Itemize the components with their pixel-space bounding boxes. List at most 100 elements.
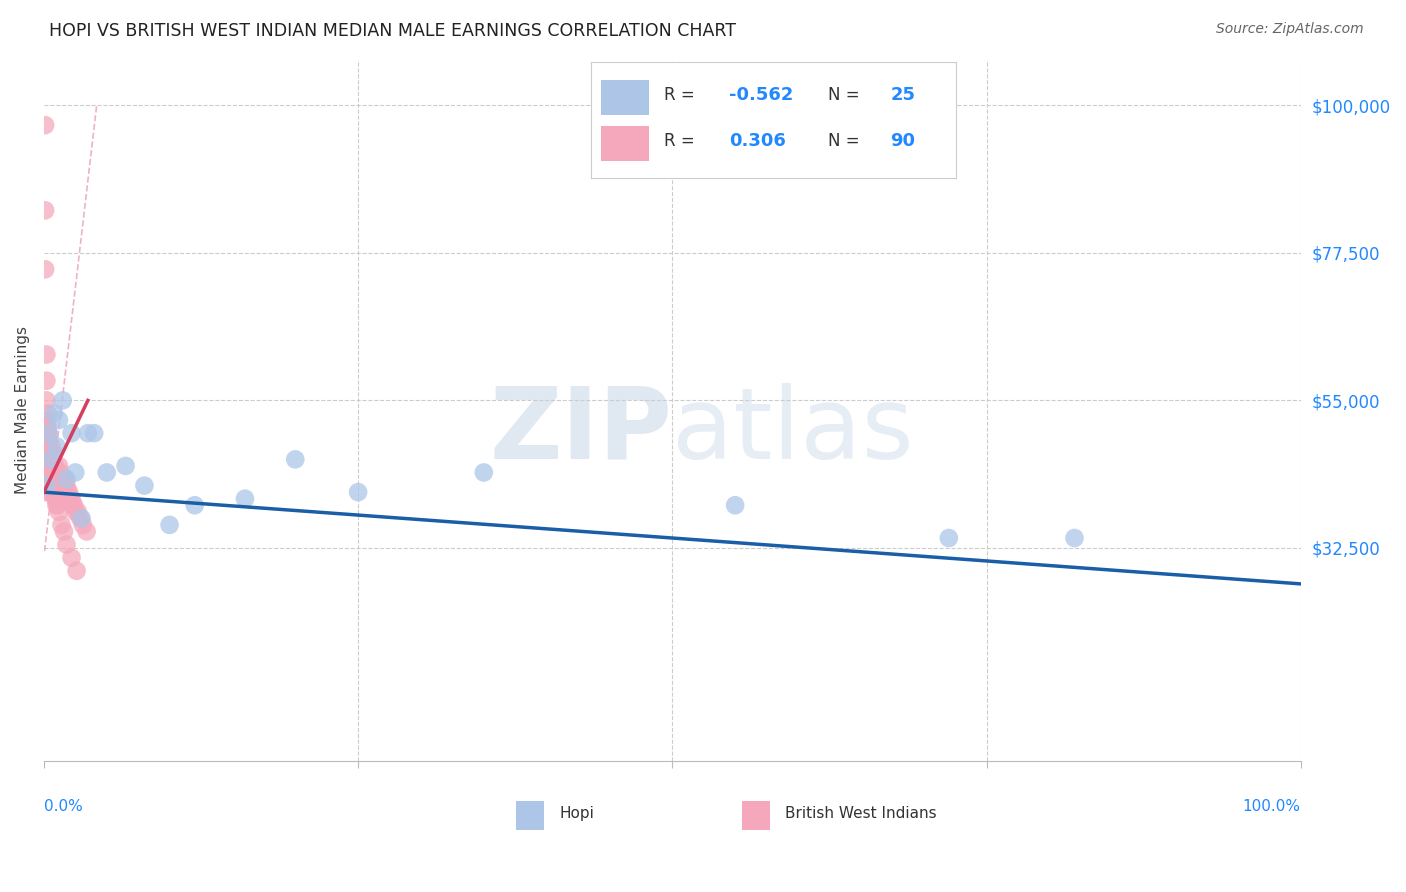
Text: -0.562: -0.562 [730,86,794,103]
Point [42,485,65,500]
Point [37,472,59,486]
Point [34,413,56,427]
Text: N =: N = [828,132,859,150]
Point [35,374,58,388]
Point [59,491,82,506]
Point [938,531,960,545]
Point [39,452,62,467]
Point [66,505,89,519]
Point [34,446,56,460]
Text: R =: R = [664,132,695,150]
Point [34,426,56,441]
Point [51,472,73,486]
Point [49,478,72,492]
Point [46,478,69,492]
Point [183,498,205,512]
Point [41,458,63,473]
Point [41,466,63,480]
Point [49,466,72,480]
Point [48,413,70,427]
Point [46,498,69,512]
Point [35,439,58,453]
Point [41,472,63,486]
Point [52,393,75,408]
Text: 90: 90 [890,132,915,150]
Point [34,478,56,492]
Point [42,478,65,492]
Point [37,452,59,467]
Point [1063,531,1085,545]
Text: R =: R = [664,86,695,103]
Point [472,466,495,480]
Point [35,347,58,361]
Point [38,446,60,460]
Point [38,472,60,486]
Point [38,452,60,467]
Point [96,466,118,480]
Point [70,511,93,525]
Point [65,505,87,519]
Point [65,564,87,578]
Point [45,498,67,512]
Point [42,407,65,421]
Text: Source: ZipAtlas.com: Source: ZipAtlas.com [1216,22,1364,37]
Point [56,485,79,500]
Point [35,478,58,492]
Text: 25: 25 [890,86,915,103]
Point [37,426,59,441]
Text: 0.0%: 0.0% [44,799,83,814]
Text: 0.306: 0.306 [730,132,786,150]
Point [42,472,65,486]
Point [44,458,66,473]
Point [41,452,63,467]
Text: 100.0%: 100.0% [1243,799,1301,814]
Point [159,517,181,532]
Text: Hopi: Hopi [560,806,595,822]
Point [34,433,56,447]
Point [44,485,66,500]
Point [72,517,94,532]
Point [39,472,62,486]
Point [65,466,87,480]
Point [52,472,75,486]
Point [48,505,70,519]
Point [41,472,63,486]
Point [35,419,58,434]
Point [38,433,60,447]
Point [284,452,307,467]
Point [38,458,60,473]
Point [55,472,77,486]
Point [724,498,747,512]
Point [34,203,56,218]
Point [39,466,62,480]
Point [114,458,136,473]
Text: HOPI VS BRITISH WEST INDIAN MEDIAN MALE EARNINGS CORRELATION CHART: HOPI VS BRITISH WEST INDIAN MEDIAN MALE … [49,22,737,40]
Point [41,439,63,453]
Point [53,524,76,539]
Point [39,478,62,492]
Point [55,478,77,492]
Text: British West Indians: British West Indians [786,806,936,822]
Point [41,466,63,480]
Point [41,485,63,500]
Point [76,524,98,539]
Text: N =: N = [828,86,859,103]
Point [34,485,56,500]
Point [34,118,56,132]
Point [38,452,60,467]
Point [58,485,80,500]
Bar [602,126,650,161]
Point [39,466,62,480]
Y-axis label: Median Male Earnings: Median Male Earnings [15,326,30,494]
Point [37,446,59,460]
Text: ZIP: ZIP [489,383,672,480]
Point [45,439,67,453]
Point [37,419,59,434]
Point [48,458,70,473]
Point [37,426,59,441]
Text: atlas: atlas [672,383,914,480]
Point [60,491,83,506]
Point [42,446,65,460]
Point [42,458,65,473]
Point [44,478,66,492]
